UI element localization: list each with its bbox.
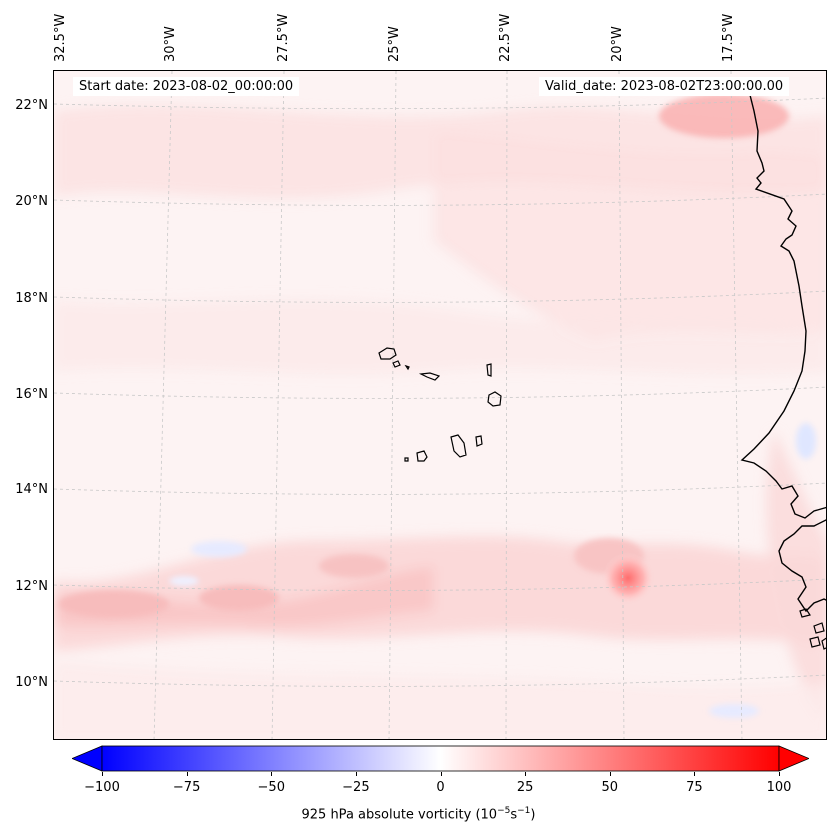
island-sao-nicolau (418, 372, 441, 381)
lat-label-22n: 22°N (15, 98, 48, 113)
meridian-27-5w (271, 71, 285, 739)
lon-label-30w: 30°W (163, 26, 178, 62)
colorbar-label-exp1: −5 (497, 806, 511, 816)
lat-label-12n: 12°N (15, 579, 48, 594)
vorticity-max-spot (602, 552, 654, 604)
shade-band-mid (54, 299, 826, 374)
colorbar-tick-label: −50 (257, 780, 285, 795)
parallel-18n (54, 290, 826, 303)
blob-west (59, 590, 169, 618)
blob-blue-2 (709, 704, 759, 718)
lon-label-25w: 25°W (387, 26, 402, 62)
colorbar-tickmark (525, 772, 527, 776)
blob-blue-3 (796, 423, 816, 459)
blob-center-west (199, 585, 279, 611)
meridian-17-5w (730, 71, 743, 739)
parallel-16n (54, 386, 826, 399)
valid-date-label: Valid_date: 2023-08-02T23:00:00.00 (539, 77, 790, 96)
start-date-label: Start date: 2023-08-02_00:00:00 (73, 77, 300, 96)
lat-label-16n: 16°N (15, 387, 48, 402)
blob-blue-1 (191, 541, 247, 557)
colorbar-label-end: ) (530, 807, 536, 823)
colorbar-tickmark (186, 772, 188, 776)
meridian-22-5w (505, 71, 508, 739)
colorbar-tick-label: 100 (766, 780, 792, 795)
lon-label-32-5w: 32.5°W (53, 13, 68, 62)
island-sao-vicente (392, 360, 401, 368)
africa-coastline (740, 90, 826, 519)
colorbar-tick-label: 75 (686, 780, 703, 795)
island-fogo (416, 450, 428, 462)
lon-label-22-5w: 22.5°W (498, 13, 513, 62)
island-maio (475, 435, 483, 447)
island-santiago (450, 434, 467, 458)
meridian-30w (153, 71, 173, 739)
shade-south-edge (54, 661, 826, 739)
colorbar-body (101, 745, 780, 772)
parallel-22n (54, 97, 826, 110)
meridian-20w (618, 71, 625, 739)
lat-label-14n: 14°N (15, 482, 48, 497)
colorbar-low-extend (72, 745, 103, 772)
cape-verde-islands (378, 347, 502, 462)
parallel-12n (54, 578, 826, 591)
parallel-14n (54, 482, 826, 495)
bijagos-islands (799, 608, 826, 650)
colorbar (72, 745, 809, 772)
colorbar-tickmark (102, 772, 103, 776)
lon-label-17-5w: 17.5°W (721, 13, 736, 62)
colorbar-tickmark (271, 772, 273, 776)
shade-coast-band (766, 431, 826, 720)
colorbar-label-mid: s (510, 807, 518, 823)
map-panel[interactable] (53, 70, 827, 740)
island-boa-vista (487, 391, 502, 407)
colorbar-tick-label: −25 (342, 780, 370, 795)
colorbar-tickmark (609, 772, 611, 776)
island-brava (404, 457, 409, 462)
gridlines (54, 71, 826, 739)
blob-blue-4 (169, 576, 199, 586)
blob-center (319, 554, 389, 578)
colorbar-high-extend (778, 745, 809, 772)
colorbar-tick-label: −75 (172, 780, 201, 795)
colorbar-label-exp2: −1 (517, 806, 531, 816)
colorbar-label-main: 925 hPa absolute vorticity (10 (301, 807, 498, 823)
colorbar-tickmark (694, 772, 696, 776)
vorticity-field (54, 71, 826, 739)
lat-label-18n: 18°N (15, 291, 48, 306)
lat-label-10n: 10°N (15, 675, 48, 690)
island-santa-luzia (404, 364, 410, 371)
lon-label-27-5w: 27.5°W (276, 13, 291, 62)
bijagos-island-4 (821, 637, 826, 650)
island-santo-antao (378, 347, 397, 360)
colorbar-tickmark (355, 772, 357, 776)
colorbar-tickmark (779, 772, 780, 776)
colorbar-tick-label: 25 (516, 780, 534, 795)
colorbar-tick-label: −100 (84, 780, 120, 795)
colorbar-tick-label: 50 (601, 780, 619, 795)
colorbar-tick-label: 0 (436, 780, 445, 795)
colorbar-label: 925 hPa absolute vorticity (10−5s−1) (0, 806, 837, 822)
meridian-25w (388, 71, 397, 739)
lon-label-20w: 20°W (610, 26, 625, 62)
shade-band-ne (434, 131, 826, 341)
parallel-20n (54, 193, 826, 206)
bijagos-island-1 (799, 608, 811, 618)
island-sal (486, 363, 492, 377)
lat-label-20n: 20°N (15, 194, 48, 209)
parallel-10n (54, 674, 826, 687)
africa-coastline-south (778, 519, 826, 613)
colorbar-tickmark (440, 772, 442, 776)
bijagos-island-3 (809, 636, 821, 648)
bijagos-island-2 (813, 622, 825, 634)
